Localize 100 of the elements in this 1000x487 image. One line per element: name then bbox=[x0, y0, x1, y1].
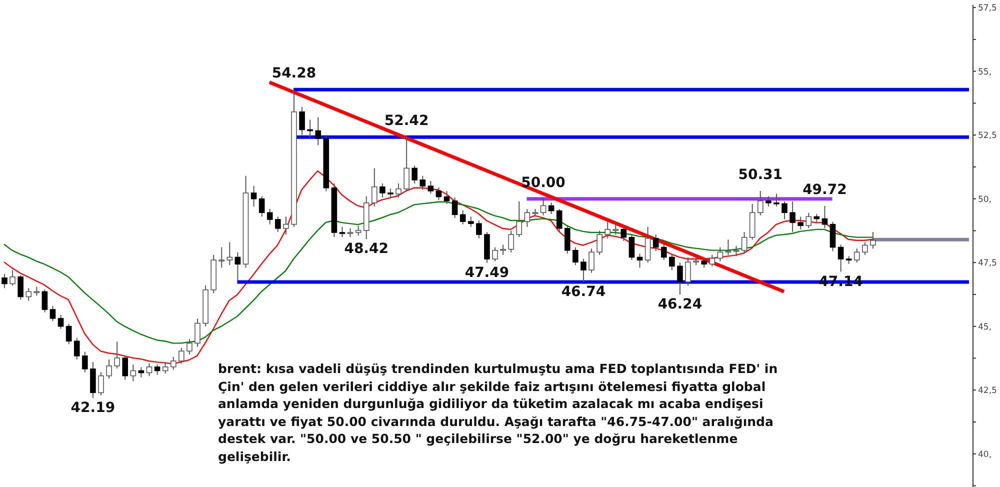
candlestick bbox=[580, 258, 586, 282]
candlestick bbox=[170, 356, 176, 370]
candlestick bbox=[420, 175, 426, 190]
candlestick bbox=[782, 200, 788, 220]
candlestick bbox=[524, 208, 530, 228]
candlestick bbox=[798, 216, 804, 230]
candlestick bbox=[660, 242, 667, 261]
candlestick bbox=[685, 256, 691, 286]
candlestick bbox=[388, 188, 394, 199]
candlestick bbox=[500, 244, 506, 256]
candlestick bbox=[556, 208, 562, 232]
candlestick bbox=[18, 274, 24, 300]
candlestick bbox=[717, 246, 724, 262]
candlestick bbox=[404, 136, 410, 192]
candlestick bbox=[604, 221, 610, 239]
candlestick bbox=[307, 119, 313, 138]
candlestick bbox=[790, 200, 796, 232]
annotation: 50.31 bbox=[738, 166, 783, 183]
candlestick bbox=[669, 253, 675, 271]
candlestick bbox=[492, 246, 498, 262]
candlestick bbox=[830, 221, 836, 252]
candlestick bbox=[250, 186, 257, 207]
candlestick bbox=[130, 364, 136, 382]
candlestick bbox=[275, 216, 281, 232]
annotation: brent: kısa vadeli düşüş trendinden kurtulmuştu ama FED toplantısında FED' in Çin' den gelen verileri ciddiye alır şekilde faiz artışını ötelemesi fiyatta global anlamda yeniden durgunluğa gidiliyor da tüketim azalacak mı acaba endişesi yarattı ve fiyat 50.00 civarında duruldu. Aşağı tarafta "46.75-47.00" aralığında destek var. "50.00 ve 50.50 " geçilebilirse "52.00" ye doğru hareketlenme gelişebilir. bbox=[218, 360, 779, 465]
annotation: 42.19 bbox=[70, 400, 116, 416]
candlestick bbox=[757, 190, 764, 216]
candlestick bbox=[315, 116, 322, 146]
candlestick bbox=[741, 231, 748, 254]
candlestick bbox=[355, 225, 362, 236]
candlestick bbox=[283, 216, 289, 236]
candlestick bbox=[644, 226, 651, 264]
candlestick bbox=[82, 351, 88, 373]
candlestick bbox=[436, 186, 442, 201]
candlestick bbox=[701, 256, 707, 268]
candlestick bbox=[58, 314, 64, 330]
candlestick bbox=[444, 190, 450, 204]
candlestick bbox=[234, 252, 241, 281]
candlestick bbox=[508, 230, 514, 253]
annotation: 47.49 bbox=[464, 264, 510, 281]
annotation: 46.74 bbox=[561, 284, 606, 300]
candlestick bbox=[476, 220, 482, 239]
candlestick bbox=[162, 362, 168, 374]
candlestick bbox=[870, 231, 876, 250]
y-tick-label: 52,5 bbox=[978, 131, 997, 142]
annotation: 50.00 bbox=[521, 174, 566, 191]
candlestick bbox=[468, 216, 474, 228]
y-tick-label: 55, bbox=[978, 67, 992, 78]
candlestick bbox=[564, 225, 570, 254]
candlestick bbox=[620, 225, 627, 242]
candlestick bbox=[42, 288, 48, 313]
y-tick-label: 57,5 bbox=[978, 4, 997, 14]
candlestick bbox=[572, 246, 578, 266]
candlestick bbox=[218, 246, 225, 268]
candlestick bbox=[460, 210, 466, 225]
candlestick bbox=[725, 239, 732, 256]
annotation: 46.24 bbox=[658, 296, 702, 313]
candlestick bbox=[98, 372, 104, 396]
candlestick bbox=[588, 248, 594, 274]
candlestick bbox=[596, 230, 602, 256]
candlestick bbox=[2, 274, 8, 289]
y-tick-label: 42,5 bbox=[978, 386, 997, 396]
candlestick bbox=[822, 205, 828, 229]
candlestick bbox=[766, 196, 772, 207]
candlestick bbox=[154, 364, 160, 376]
candlestick bbox=[372, 168, 378, 207]
annotation: 52.42 bbox=[384, 113, 429, 130]
candlestick bbox=[74, 337, 80, 360]
candlestick bbox=[122, 355, 128, 380]
annotation: 48.42 bbox=[344, 241, 389, 258]
candlestick bbox=[652, 234, 659, 252]
candlestick bbox=[854, 248, 860, 264]
candlestick bbox=[838, 244, 844, 272]
candlestick bbox=[339, 226, 346, 238]
candlestick bbox=[396, 183, 402, 198]
candlestick bbox=[90, 362, 96, 398]
candlestick bbox=[146, 362, 152, 377]
y-tick-label: 47,5 bbox=[978, 258, 997, 269]
candlestick bbox=[50, 305, 56, 322]
candlestick bbox=[628, 234, 635, 261]
candlestick bbox=[774, 193, 780, 207]
candlestick bbox=[106, 358, 112, 380]
candlestick bbox=[452, 197, 458, 218]
candlestick bbox=[258, 196, 265, 218]
candlestick bbox=[380, 183, 386, 198]
candlestick bbox=[299, 106, 305, 136]
candlestick bbox=[540, 198, 546, 216]
candlestick bbox=[66, 323, 72, 345]
candlestick bbox=[10, 270, 16, 286]
candlestick bbox=[186, 338, 192, 355]
y-tick-label: 45, bbox=[978, 322, 992, 332]
candlestick bbox=[178, 348, 184, 364]
candlestick bbox=[862, 242, 868, 256]
candlestick bbox=[636, 253, 643, 268]
annotation: 54.28 bbox=[272, 66, 316, 82]
candlestick bbox=[26, 288, 32, 302]
y-tick-label: 50, bbox=[978, 194, 992, 205]
candlestick bbox=[428, 180, 434, 194]
candlestick bbox=[709, 254, 716, 267]
candlestick bbox=[412, 165, 418, 184]
